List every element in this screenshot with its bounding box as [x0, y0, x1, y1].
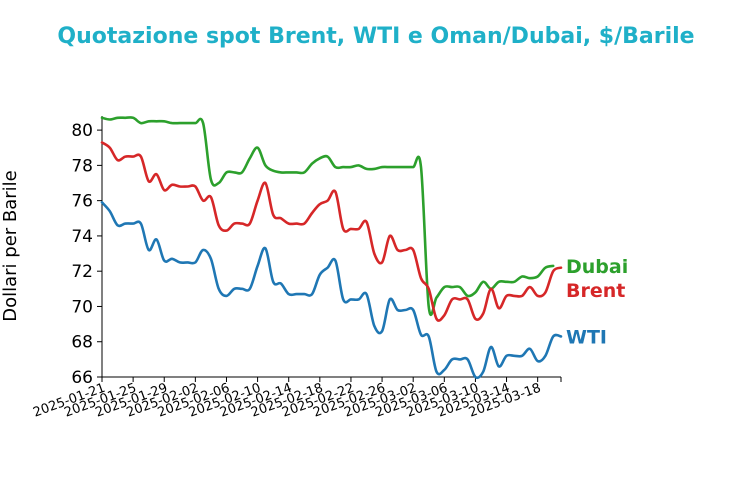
series-label-wti: WTI — [566, 326, 607, 348]
y-tick-label: 68 — [71, 333, 93, 353]
series-line-dubai — [100, 116, 555, 317]
series-label-dubai: Dubai — [566, 256, 628, 278]
y-tick-label: 80 — [71, 121, 93, 141]
series-line-wti — [100, 201, 563, 380]
y-tick-label: 78 — [71, 156, 93, 176]
series-lines — [100, 116, 563, 380]
y-tick-label: 66 — [71, 368, 93, 388]
y-tick-label: 74 — [71, 227, 93, 247]
y-axis: 66 68 70 72 74 76 78 80 — [71, 116, 103, 388]
series-line-brent — [100, 141, 563, 322]
y-tick-label: 72 — [71, 262, 93, 282]
x-axis: 2025-01-212025-01-252025-01-292025-02-02… — [31, 376, 562, 421]
y-axis-title: Dollari per Barile — [0, 170, 21, 322]
y-tick-label: 70 — [71, 297, 93, 317]
series-label-brent: Brent — [566, 280, 625, 302]
y-tick-label: 76 — [71, 192, 93, 212]
chart-title: Quotazione spot Brent, WTI e Oman/Dubai,… — [57, 24, 695, 49]
